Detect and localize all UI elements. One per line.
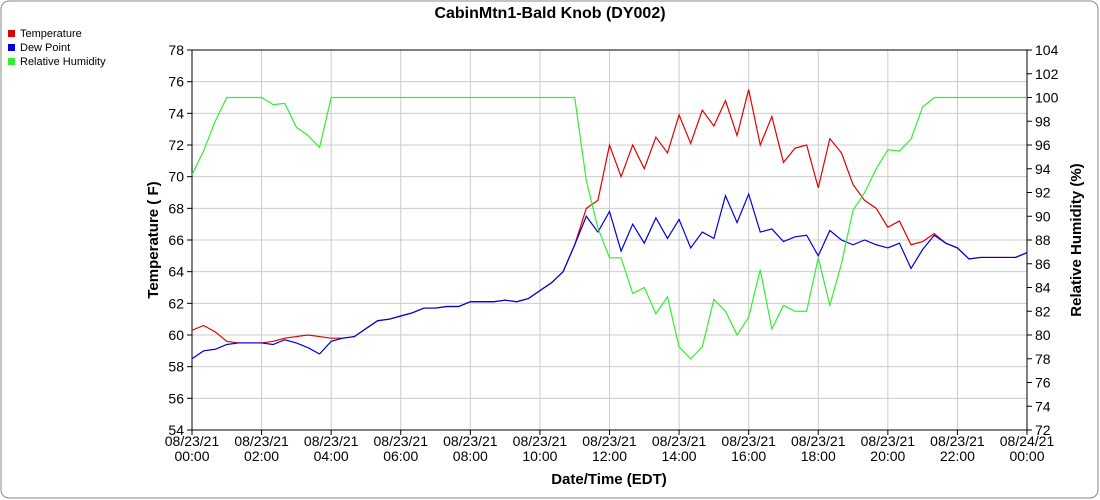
y2-tick-label: 94: [1035, 161, 1051, 177]
y2-tick-label: 98: [1035, 113, 1051, 129]
x-tick-label: 08/23/21 12:00: [582, 433, 637, 464]
x-tick-label: 08/23/21 00:00: [164, 433, 220, 464]
y-tick-label: 74: [168, 105, 184, 121]
y2-tick-label: 104: [1035, 42, 1059, 58]
y2-tick-label: 90: [1035, 208, 1051, 224]
y2-tick-label: 74: [1035, 398, 1051, 414]
y-tick-label: 68: [168, 200, 184, 216]
legend-swatch: [8, 44, 15, 51]
y2-tick-label: 92: [1035, 185, 1051, 201]
series-line: [191, 96, 1027, 360]
series-line: [191, 89, 1028, 344]
y2-axis-title: Relative Humidity (%): [1068, 163, 1085, 316]
y2-tick-label: 80: [1035, 327, 1051, 343]
y2-tick-label: 72: [1035, 422, 1051, 438]
y-tick-label: 78: [168, 42, 184, 58]
x-tick-label: 08/23/21 04:00: [303, 433, 359, 464]
y-tick-label: 76: [168, 74, 184, 90]
y2-tick-label: 96: [1035, 137, 1051, 153]
y-tick-label: 58: [168, 359, 184, 375]
legend-swatch: [8, 30, 15, 37]
legend-label: Relative Humidity: [20, 56, 106, 68]
series-line: [191, 192, 1028, 360]
x-tick-label: 08/23/21 14:00: [651, 433, 707, 464]
y2-tick-label: 84: [1035, 280, 1051, 296]
y-tick-label: 64: [168, 264, 184, 280]
x-axis-title: Date/Time (EDT): [551, 471, 667, 488]
x-tick-label: 08/23/21 16:00: [721, 433, 776, 464]
y-tick-label: 54: [168, 422, 184, 438]
y-tick-label: 72: [168, 137, 184, 153]
y2-tick-label: 102: [1035, 66, 1059, 82]
y2-tick-label: 100: [1035, 90, 1059, 106]
x-tick-label: 08/23/21 18:00: [791, 433, 846, 464]
x-tick-label: 08/23/21 08:00: [443, 433, 498, 464]
legend-label: Dew Point: [20, 42, 70, 54]
x-tick-label: 08/23/21 10:00: [512, 433, 568, 464]
y-tick-label: 60: [168, 327, 184, 343]
y2-tick-label: 78: [1035, 351, 1051, 367]
plot-border: [191, 49, 1028, 431]
x-tick-label: 08/23/21 06:00: [373, 433, 429, 464]
y2-tick-label: 82: [1035, 303, 1051, 319]
y-axis-title: Temperature ( F): [145, 181, 162, 298]
x-tick-label: 08/24/21 00:00: [999, 433, 1055, 464]
legend-label: Temperature: [20, 28, 82, 40]
y-tick-label: 66: [168, 232, 184, 248]
y2-tick-label: 88: [1035, 232, 1051, 248]
y-tick-label: 70: [168, 169, 184, 185]
x-tick-label: 08/23/21 20:00: [860, 433, 916, 464]
x-tick-label: 08/23/21 22:00: [930, 433, 985, 464]
y-tick-label: 56: [168, 390, 184, 406]
y2-tick-label: 76: [1035, 375, 1051, 391]
chart-title: CabinMtn1-Bald Knob (DY002): [434, 5, 665, 22]
x-tick-label: 08/23/21 02:00: [234, 433, 289, 464]
y-tick-label: 62: [168, 295, 184, 311]
legend-swatch: [8, 58, 15, 65]
y2-tick-label: 86: [1035, 256, 1051, 272]
